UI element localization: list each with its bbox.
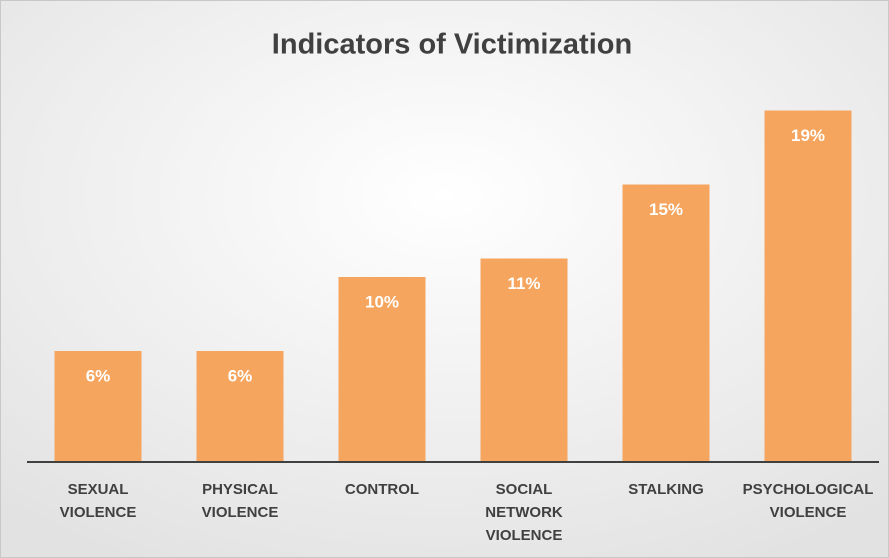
x-tick-label: SOCIAL NETWORK VIOLENCE bbox=[485, 481, 563, 544]
data-label: 6% bbox=[228, 366, 253, 385]
bar bbox=[196, 351, 284, 462]
data-label: 6% bbox=[86, 366, 111, 385]
bar bbox=[480, 258, 568, 462]
x-tick-label: PHYSICAL VIOLENCE bbox=[202, 481, 279, 521]
x-tick-label: PSYCHOLOGICAL VIOLENCE bbox=[743, 481, 874, 521]
bar bbox=[54, 351, 142, 462]
chart-title: Indicators of Victimization bbox=[272, 29, 632, 61]
x-tick-label: CONTROL bbox=[345, 481, 419, 498]
data-label: 19% bbox=[791, 126, 825, 145]
x-tick-label: SEXUAL VIOLENCE bbox=[60, 481, 137, 521]
bar bbox=[764, 110, 852, 462]
bar bbox=[338, 277, 426, 462]
data-label: 10% bbox=[365, 292, 399, 311]
data-label: 15% bbox=[649, 200, 683, 219]
data-label: 11% bbox=[507, 274, 540, 293]
bar bbox=[622, 184, 710, 462]
x-tick-label: STALKING bbox=[628, 481, 704, 498]
